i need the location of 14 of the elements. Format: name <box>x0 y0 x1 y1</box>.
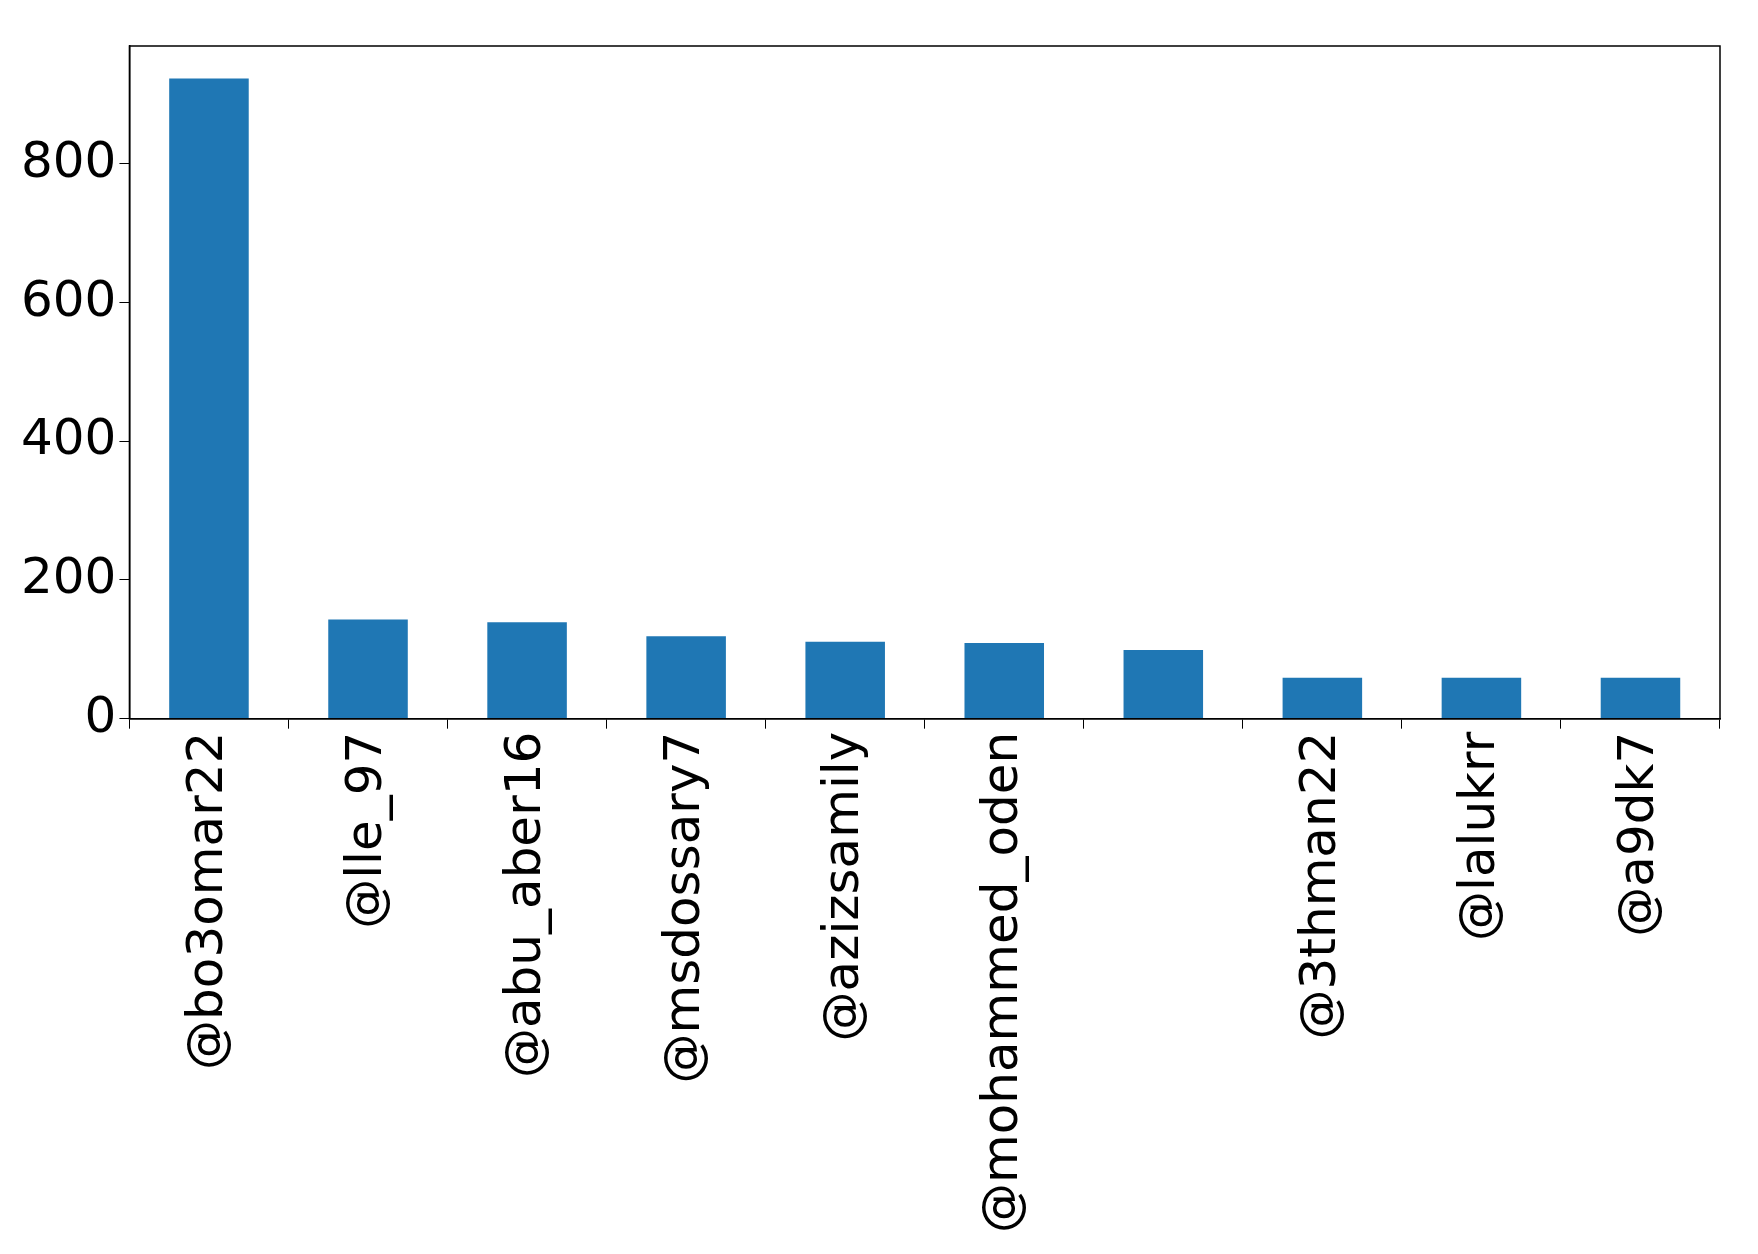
x-tick-label: @lalukrr <box>1448 731 1507 941</box>
x-tick-label: @lle_97 <box>335 731 393 929</box>
y-tick-label: 200 <box>21 546 117 605</box>
x-tick-label: @3thman22 <box>1289 731 1348 1040</box>
y-tick-label: 400 <box>21 408 117 467</box>
x-tick-label: @abu_aber16 <box>494 731 553 1079</box>
x-tick-label: @azizsamily <box>812 731 871 1042</box>
x-tick-label: @bo3omar22 <box>175 731 234 1070</box>
y-tick-label: 800 <box>21 130 117 189</box>
y-tick-label: 0 <box>84 685 117 744</box>
x-tick-label: @msdossary7 <box>653 731 712 1084</box>
x-tick-label: @a9dk7 <box>1607 731 1666 937</box>
y-tick-label: 600 <box>21 269 117 328</box>
x-tick-label: @mohammed_oden <box>971 731 1030 1234</box>
